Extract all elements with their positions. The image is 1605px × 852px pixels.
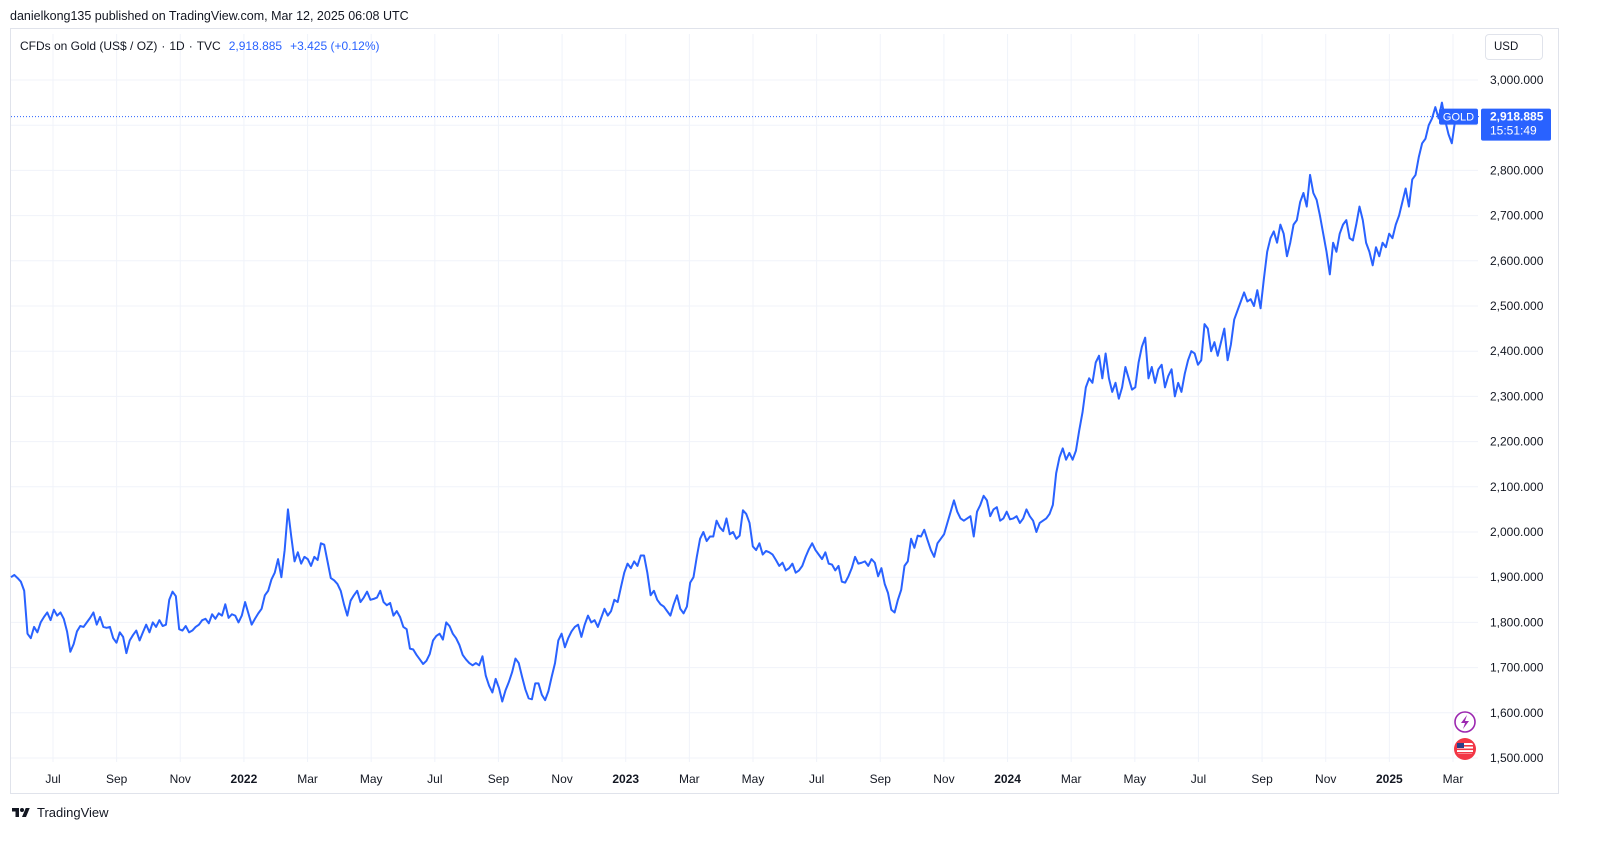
time-tick-label: May — [1123, 772, 1146, 786]
legend-last-price: 2,918.885 — [228, 39, 283, 53]
time-tick-label: Jul — [427, 772, 442, 786]
time-tick-label: Mar — [1061, 772, 1082, 786]
event-icons[interactable] — [1454, 711, 1476, 760]
last-price-axis-value: 2,918.885 — [1490, 110, 1544, 124]
last-price-axis-label — [1481, 108, 1551, 141]
time-tick-label: Mar — [297, 772, 318, 786]
interval-label: 1D — [169, 39, 185, 53]
chart-grid — [11, 34, 1478, 762]
price-tick-label: 3,000.000 — [1490, 73, 1544, 87]
symbol-legend[interactable]: CFDs on Gold (US$ / OZ) · 1D · TVC 2,918… — [20, 39, 380, 53]
price-tick-label: 2,600.000 — [1490, 254, 1544, 268]
time-tick-label: 2023 — [612, 772, 639, 786]
time-tick-label: 2024 — [994, 772, 1021, 786]
symbol-tag — [1439, 108, 1478, 125]
time-tick-label: Jul — [1191, 772, 1206, 786]
time-tick-label: Sep — [488, 772, 510, 786]
price-tick-label: 1,800.000 — [1490, 615, 1544, 629]
time-tick-label: Mar — [679, 772, 700, 786]
gold-price-line — [10, 101, 1466, 703]
symbol-tag-text: GOLD — [1443, 112, 1474, 124]
price-tick-label: 2,200.000 — [1490, 435, 1544, 449]
price-tick-label: 2,100.000 — [1490, 480, 1544, 494]
symbol-description: CFDs on Gold (US$ / OZ) — [20, 39, 158, 53]
price-tick-label: 2,300.000 — [1490, 389, 1544, 403]
legend-separator: · — [188, 39, 193, 53]
time-axis[interactable]: Jul Sep Nov 2022 Mar May Jul Sep Nov 2023 Mar May Ju… — [45, 772, 1463, 786]
time-tick-label: Nov — [933, 772, 954, 786]
time-tick-label: Nov — [170, 772, 191, 786]
us-flag-icon[interactable] — [1454, 738, 1476, 760]
price-tick-label: 1,600.000 — [1490, 706, 1544, 720]
publisher-line: danielkong135 published on TradingView.c… — [10, 9, 409, 23]
time-tick-label: May — [742, 772, 765, 786]
price-tick-label: 2,000.000 — [1490, 525, 1544, 539]
time-tick-label: Mar — [1443, 772, 1464, 786]
price-series — [10, 101, 1466, 703]
time-tick-label: Sep — [106, 772, 128, 786]
tradingview-logo-icon — [12, 807, 30, 817]
price-tick-label: 1,500.000 — [1490, 751, 1544, 765]
time-tick-label: Nov — [1315, 772, 1336, 786]
time-tick-label: May — [360, 772, 383, 786]
price-axis[interactable]: 3,000.000 2,800.000 2,700.000 2,600.000 2,50… — [1490, 73, 1544, 765]
time-tick-label: 2025 — [1376, 772, 1403, 786]
time-tick-label: 2022 — [231, 772, 258, 786]
time-tick-label: Sep — [870, 772, 892, 786]
tradingview-brand[interactable]: TradingView — [10, 805, 109, 820]
exchange-label: TVC — [196, 39, 221, 53]
legend-separator: · — [161, 39, 166, 53]
time-tick-label: Nov — [551, 772, 572, 786]
chart-frame — [10, 28, 1559, 794]
time-tick-label: Jul — [45, 772, 60, 786]
price-tick-label: 1,900.000 — [1490, 570, 1544, 584]
price-tick-label: 2,700.000 — [1490, 209, 1544, 223]
legend-change: +3.425 (+0.12%) — [290, 39, 380, 53]
price-tick-label: 1,700.000 — [1490, 661, 1544, 675]
brand-name: TradingView — [37, 805, 109, 820]
bar-countdown: 15:51:49 — [1490, 124, 1537, 138]
time-tick-label: Sep — [1251, 772, 1273, 786]
price-tick-label: 2,800.000 — [1490, 163, 1544, 177]
currency-button[interactable]: USD — [1485, 34, 1543, 60]
flash-event-icon[interactable] — [1454, 711, 1476, 733]
price-tick-label: 2,500.000 — [1490, 299, 1544, 313]
time-tick-label: Jul — [809, 772, 824, 786]
price-tick-label: 2,400.000 — [1490, 344, 1544, 358]
